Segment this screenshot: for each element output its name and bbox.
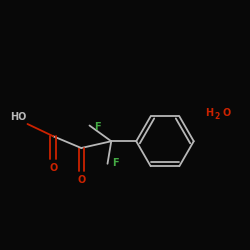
- Text: F: F: [94, 122, 100, 132]
- Text: 2: 2: [214, 112, 220, 121]
- Text: H: H: [206, 108, 214, 118]
- Text: F: F: [112, 158, 119, 168]
- Text: HO: HO: [10, 112, 26, 122]
- Text: O: O: [49, 163, 58, 173]
- Text: O: O: [222, 108, 230, 118]
- Text: O: O: [77, 175, 86, 185]
